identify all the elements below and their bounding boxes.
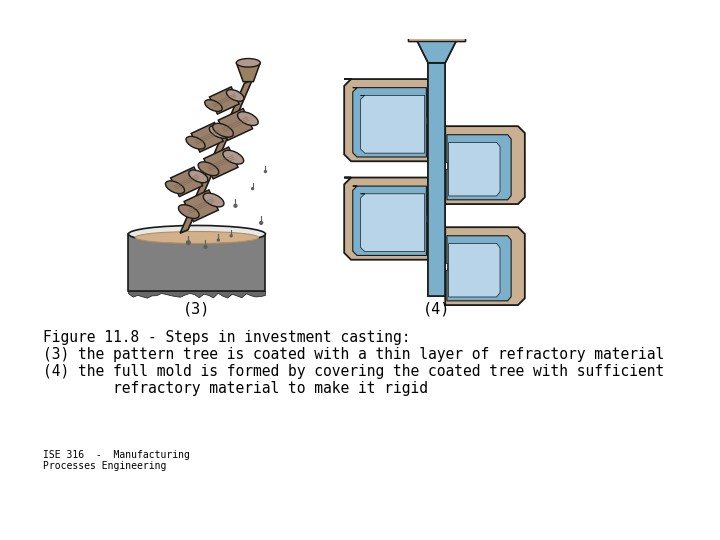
Polygon shape — [344, 178, 428, 260]
Polygon shape — [180, 80, 252, 233]
Polygon shape — [449, 143, 500, 196]
Ellipse shape — [226, 90, 244, 101]
Polygon shape — [426, 215, 428, 222]
Polygon shape — [428, 63, 445, 296]
Text: ISE 316  -  Manufacturing
Processes Engineering: ISE 316 - Manufacturing Processes Engine… — [42, 450, 189, 471]
Polygon shape — [426, 117, 428, 124]
Polygon shape — [445, 126, 525, 204]
Circle shape — [217, 238, 220, 242]
Polygon shape — [353, 87, 426, 157]
Polygon shape — [408, 33, 465, 40]
Polygon shape — [184, 190, 218, 221]
Polygon shape — [344, 79, 428, 161]
Ellipse shape — [198, 162, 219, 176]
Ellipse shape — [189, 170, 208, 183]
Text: Figure 11.8 ‑ Steps in investment casting:: Figure 11.8 ‑ Steps in investment castin… — [42, 330, 410, 345]
Polygon shape — [171, 167, 202, 197]
Ellipse shape — [223, 150, 243, 164]
Ellipse shape — [179, 205, 199, 219]
Polygon shape — [449, 244, 500, 297]
Circle shape — [203, 245, 207, 249]
Circle shape — [230, 234, 233, 238]
Circle shape — [264, 170, 267, 173]
Ellipse shape — [236, 58, 260, 67]
Circle shape — [186, 240, 191, 245]
Circle shape — [251, 187, 254, 191]
Polygon shape — [445, 263, 447, 270]
Text: (3) the pattern tree is coated with a thin layer of refractory material: (3) the pattern tree is coated with a th… — [42, 347, 664, 362]
Polygon shape — [128, 292, 266, 298]
Ellipse shape — [203, 193, 224, 207]
Ellipse shape — [128, 226, 266, 242]
Polygon shape — [442, 162, 447, 169]
Polygon shape — [361, 194, 425, 252]
Text: (4) the full mold is formed by covering the coated tree with sufficient: (4) the full mold is formed by covering … — [42, 364, 664, 379]
Polygon shape — [426, 215, 431, 222]
Ellipse shape — [204, 100, 222, 111]
Polygon shape — [445, 162, 447, 169]
Ellipse shape — [238, 112, 258, 126]
Polygon shape — [218, 109, 253, 140]
Polygon shape — [426, 117, 431, 124]
Text: (4): (4) — [423, 301, 450, 316]
Circle shape — [259, 221, 264, 225]
Polygon shape — [447, 134, 511, 200]
Polygon shape — [128, 234, 266, 292]
Polygon shape — [445, 227, 525, 305]
Ellipse shape — [135, 232, 258, 244]
Polygon shape — [236, 63, 260, 82]
Polygon shape — [447, 236, 511, 301]
Polygon shape — [192, 123, 223, 152]
Polygon shape — [361, 96, 425, 153]
Ellipse shape — [210, 125, 228, 138]
Polygon shape — [408, 33, 465, 40]
Polygon shape — [415, 37, 458, 63]
Polygon shape — [442, 263, 447, 270]
Polygon shape — [353, 186, 426, 255]
Polygon shape — [210, 87, 239, 114]
Ellipse shape — [166, 181, 184, 194]
Polygon shape — [428, 63, 445, 296]
Polygon shape — [415, 37, 458, 63]
Polygon shape — [204, 147, 238, 179]
Ellipse shape — [212, 123, 233, 137]
Circle shape — [233, 204, 238, 208]
Text: (3): (3) — [183, 301, 211, 316]
Ellipse shape — [186, 137, 205, 149]
Text: refractory material to make it rigid: refractory material to make it rigid — [42, 381, 428, 396]
